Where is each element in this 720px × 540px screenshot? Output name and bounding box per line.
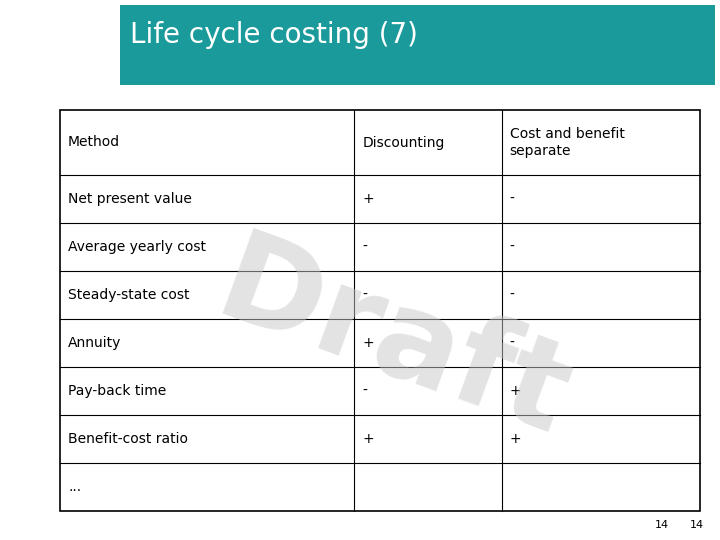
Text: Annuity: Annuity — [68, 336, 122, 350]
Text: +: + — [510, 384, 521, 398]
Text: Steady-state cost: Steady-state cost — [68, 288, 189, 302]
Text: -: - — [510, 336, 515, 350]
Text: -: - — [362, 384, 367, 398]
Text: Method: Method — [68, 136, 120, 150]
Text: ...: ... — [68, 480, 81, 494]
Text: -: - — [510, 240, 515, 254]
Text: -: - — [362, 240, 367, 254]
Text: Net present value: Net present value — [68, 192, 192, 206]
Text: +: + — [510, 432, 521, 446]
Text: +: + — [362, 432, 374, 446]
Text: Life cycle costing (7): Life cycle costing (7) — [130, 22, 418, 49]
Bar — [60, 110, 700, 511]
Text: +: + — [362, 192, 374, 206]
Text: -: - — [510, 288, 515, 302]
Text: Draft: Draft — [201, 224, 585, 462]
Text: Average yearly cost: Average yearly cost — [68, 240, 206, 254]
Text: -: - — [362, 288, 367, 302]
Text: 14: 14 — [655, 520, 669, 530]
Text: Discounting: Discounting — [362, 136, 445, 150]
Text: Benefit-cost ratio: Benefit-cost ratio — [68, 432, 188, 446]
Text: Pay-back time: Pay-back time — [68, 384, 166, 398]
Text: 14: 14 — [690, 520, 704, 530]
Bar — [120, 5, 715, 85]
Text: -: - — [510, 192, 515, 206]
Text: Cost and benefit
separate: Cost and benefit separate — [510, 127, 624, 158]
Text: +: + — [362, 336, 374, 350]
